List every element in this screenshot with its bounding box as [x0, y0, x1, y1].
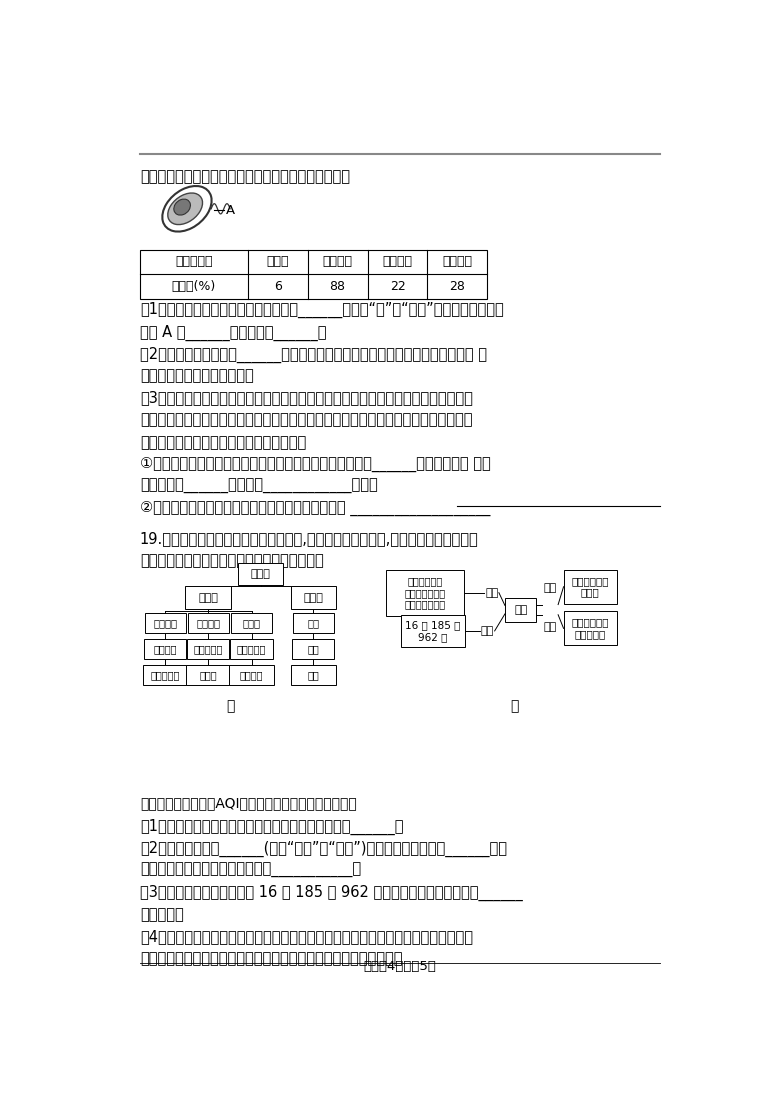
Text: 19.近年来许多传染病的发生与蝙蝠有关,这引发了人们的思考,人类应该杀灭蝙蝠吗？: 19.近年来许多传染病的发生与蝙蝠有关,这引发了人们的思考,人类应该杀灭蝙蝠吗？ — [140, 532, 479, 546]
Text: 28: 28 — [449, 280, 466, 293]
Bar — [231, 639, 273, 658]
Text: 感染后小鼠: 感染后小鼠 — [175, 256, 212, 268]
Text: 速扩散至全身，引发败血症。: 速扩散至全身，引发败血症。 — [140, 368, 254, 384]
Bar — [144, 613, 186, 633]
Text: 胞结构，由______和内部的____________组成。: 胞结构，由______和内部的____________组成。 — [140, 479, 378, 494]
Ellipse shape — [174, 200, 190, 215]
Text: （2）铜绻假单胞菌通过______繁殖后代，其繁殖速度很快，很容易通过创面感染 迅: （2）铜绻假单胞菌通过______繁殖后代，其繁殖速度很快，很容易通过创面感染 … — [140, 346, 487, 363]
Text: 老鼠: 老鼠 — [307, 670, 319, 681]
Text: 中华菊头蝠: 中华菊头蝠 — [151, 670, 180, 681]
Text: 人类该怎样与蝙蝠相处？请据图完成下列问题。: 人类该怎样与蝙蝠相处？请据图完成下列问题。 — [140, 554, 324, 569]
Bar — [564, 611, 617, 645]
Bar — [401, 614, 465, 647]
Text: 吸血蝙蝠属: 吸血蝙蝠属 — [193, 644, 223, 654]
Text: （1）图甲中所涉及的分类等级中，最大的分类单位是______。: （1）图甲中所涉及的分类等级中，最大的分类单位是______。 — [140, 818, 403, 835]
Ellipse shape — [168, 193, 203, 225]
Text: （4）生态学家推测：某些太平洋岛屿若杀灭了蝙蝠，当地的生态系统会由于某种植物: （4）生态学家推测：某些太平洋岛屿若杀灭了蝙蝠，当地的生态系统会由于某种植物 — [140, 929, 473, 944]
Bar — [186, 665, 231, 685]
Bar — [187, 639, 229, 658]
Bar — [238, 563, 283, 586]
Text: 菊头蝠科: 菊头蝠科 — [153, 619, 177, 629]
Text: 腹腔注射: 腹腔注射 — [323, 256, 353, 268]
Text: 长舌果蝠: 长舌果蝠 — [240, 670, 264, 681]
Text: 甲中与长舌果蝠亲缘关系最远的是___________。: 甲中与长舌果蝠亲缘关系最远的是___________。 — [140, 863, 361, 878]
Bar — [292, 613, 334, 633]
Text: A: A — [226, 204, 236, 217]
Text: ②比较表中三种给药途径，治疗效果由好到差依次为 ___________________: ②比较表中三种给药途径，治疗效果由好到差依次为 ________________… — [140, 501, 490, 516]
Bar — [386, 570, 464, 615]
Bar — [231, 613, 272, 633]
Text: 鼠的治疗效果，实验处理及结果如表所示。: 鼠的治疗效果，实验处理及结果如表所示。 — [140, 435, 306, 450]
Bar — [292, 639, 335, 658]
Bar — [291, 665, 335, 685]
Text: 注：空气质量指数（AQI）越大，表示雾霾程度越严重。: 注：空气质量指数（AQI）越大，表示雾霾程度越严重。 — [140, 796, 356, 811]
Text: 鼠属: 鼠属 — [307, 644, 319, 654]
Text: 88: 88 — [330, 280, 346, 293]
Bar — [229, 665, 274, 685]
Text: 鼠科: 鼠科 — [307, 619, 319, 629]
Text: 狂犬病毒、埃
博拉病毒等: 狂犬病毒、埃 博拉病毒等 — [572, 618, 609, 639]
Text: （3）由于铜绻假单胞菌对大部分抗生素具有抗药性，噬菁体疗法成为一种新型高效的: （3）由于铜绻假单胞菌对大部分抗生素具有抗药性，噬菁体疗法成为一种新型高效的 — [140, 390, 473, 406]
Text: （3）由图乙可知，蝙蝠共有 16 秔 185 属 962 种。这体现了生物多样性中______: （3）由图乙可知，蝙蝠共有 16 秔 185 属 962 种。这体现了生物多样性… — [140, 885, 523, 901]
Text: 吸血蝠: 吸血蝠 — [200, 670, 217, 681]
Text: 长舌果蝠属: 长舌果蝠属 — [237, 644, 266, 654]
Text: 哺乳纲: 哺乳纲 — [251, 569, 271, 579]
Text: （1）由结构模式图可知，铜绻假单胞菌______（选填“有”或“没有”）成形的细胞核；: （1）由结构模式图可知，铜绻假单胞菌______（选填“有”或“没有”）成形的细… — [140, 302, 504, 319]
Bar — [187, 613, 229, 633]
Text: （2）长舌果蝠属于______(选填“变温”或“恒温”)动物，其生殖方式是______。图: （2）长舌果蝠属于______(选填“变温”或“恒温”)动物，其生殖方式是___… — [140, 840, 507, 857]
Text: 分布: 分布 — [485, 588, 498, 598]
Text: 16 科 185 属
962 种: 16 科 185 属 962 种 — [406, 620, 461, 642]
Text: 未注射: 未注射 — [267, 256, 289, 268]
Text: 肌肉注射: 肌肉注射 — [442, 256, 473, 268]
Text: 蝙蝠: 蝙蝠 — [514, 604, 527, 614]
Text: 皮下注射: 皮下注射 — [382, 256, 413, 268]
Text: 携带: 携带 — [543, 622, 556, 632]
Bar — [186, 587, 231, 609]
Text: 22: 22 — [390, 280, 406, 293]
Text: 食物: 食物 — [543, 583, 556, 593]
Text: 吸血蝠科: 吸血蝠科 — [196, 619, 220, 629]
Text: 试卷的4页，关5页: 试卷的4页，关5页 — [363, 961, 436, 973]
Text: 存活率(%): 存活率(%) — [172, 280, 216, 293]
Text: 的绝种而逐渐崩溃。根据图乙中信息，说明他们作出此推测的依据是: 的绝种而逐渐崩溃。根据图乙中信息，说明他们作出此推测的依据是 — [140, 951, 402, 966]
Bar — [564, 570, 617, 603]
Text: 狐蝠科: 狐蝠科 — [243, 619, 261, 629]
Text: 种类: 种类 — [480, 625, 494, 636]
Bar — [140, 249, 488, 299]
Text: ①根据病毒寄生的细胞类型分类，铜绻假单胞菌噬菁体属于______病毒。病毒没 有细: ①根据病毒寄生的细胞类型分类，铜绻假单胞菌噬菁体属于______病毒。病毒没 有… — [140, 457, 491, 472]
Bar — [505, 598, 537, 622]
Text: 菊头蝠属: 菊头蝠属 — [154, 644, 177, 654]
Bar — [291, 587, 336, 609]
Text: 翼手目: 翼手目 — [198, 592, 218, 602]
Text: 昆虫、花蜜、
果实等: 昆虫、花蜜、 果实等 — [572, 576, 609, 598]
Text: 甲: 甲 — [226, 699, 235, 713]
Text: 的多样性。: 的多样性。 — [140, 907, 183, 922]
Text: 6: 6 — [274, 280, 282, 293]
Text: 乙: 乙 — [510, 699, 519, 713]
Text: 治疗方法。研究者检测了铜绻假单胞菌噬菁体通过不同给药途径对感染铜绻假单胞菌小: 治疗方法。研究者检测了铜绻假单胞菌噬菁体通过不同给药途径对感染铜绻假单胞菌小 — [140, 413, 473, 428]
Text: 结构 A 是______，其作用是______。: 结构 A 是______，其作用是______。 — [140, 324, 326, 341]
Text: 全球广泛分布
（除南极、北极
和某些岛屿外）: 全球广泛分布 （除南极、北极 和某些岛屿外） — [405, 576, 445, 609]
Bar — [143, 665, 187, 685]
Text: 病菁之一。其结构模式图如下，请据图完成下列问题。: 病菁之一。其结构模式图如下，请据图完成下列问题。 — [140, 169, 349, 184]
Text: 啮齿目: 啮齿目 — [303, 592, 323, 602]
Bar — [144, 639, 186, 658]
